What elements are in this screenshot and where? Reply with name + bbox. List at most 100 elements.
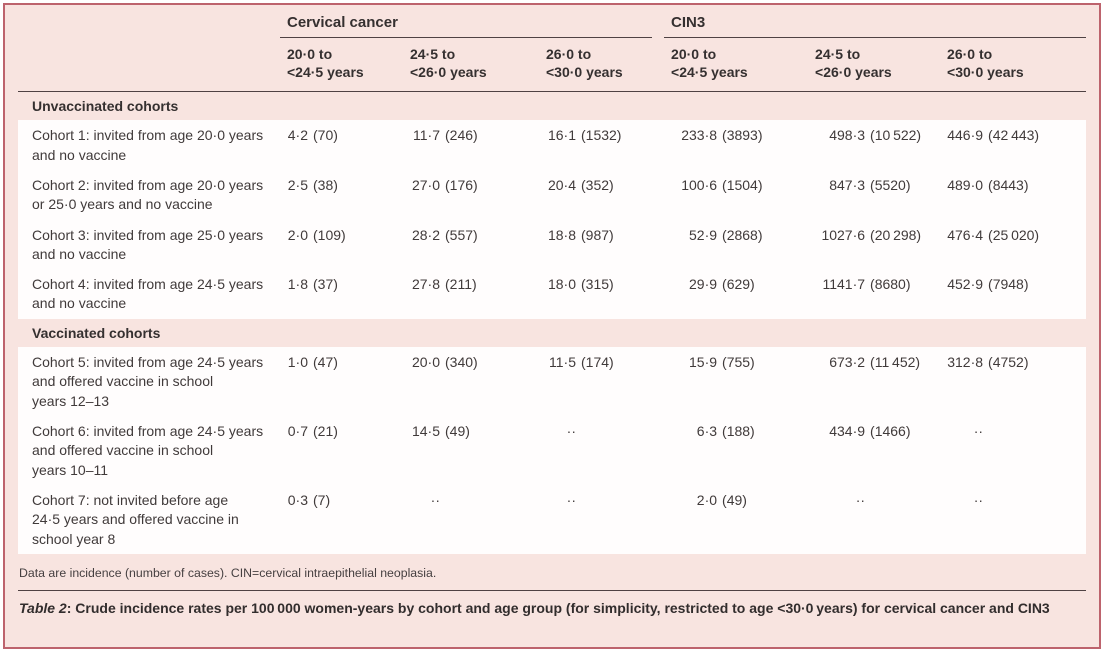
incidence-rate: 434·9 bbox=[829, 423, 866, 439]
case-count: (70) bbox=[313, 127, 338, 144]
value-cell: ·· bbox=[940, 485, 1086, 554]
case-count: (629) bbox=[722, 276, 755, 293]
incidence-rate: ·· bbox=[430, 491, 440, 508]
incidence-rate: ·· bbox=[566, 491, 576, 508]
value-cell: 489·0 (8443) bbox=[940, 170, 1086, 220]
incidence-rate: 20·4 bbox=[547, 176, 576, 193]
value-cell: 14·5 (49) bbox=[403, 416, 539, 485]
cohort-label: Cohort 6: invited from age 24·5 years an… bbox=[32, 423, 264, 478]
cohort-label: Cohort 3: invited from age 25·0 years an… bbox=[32, 226, 264, 262]
age-column-header: 24·5 to <26·0 years bbox=[808, 38, 941, 92]
case-count: (109) bbox=[313, 226, 346, 243]
incidence-rate: 14·5 bbox=[411, 423, 440, 439]
incidence-rate: 11·7 bbox=[413, 127, 440, 144]
value-cell: 1·0 (47) bbox=[280, 347, 403, 416]
value-cell: 100·6 (1504) bbox=[664, 170, 808, 220]
incidence-rate: 233·8 bbox=[681, 127, 718, 144]
value-cell: 20·4 (352) bbox=[539, 170, 664, 220]
case-count: (25 020) bbox=[988, 226, 1040, 243]
incidence-rate: 100·6 bbox=[681, 176, 718, 193]
incidence-rate: 20·0 bbox=[411, 354, 440, 371]
table-caption-text: : Crude incidence rates per 100 000 wome… bbox=[66, 599, 1050, 616]
value-cell: 1·8 (37) bbox=[280, 269, 403, 319]
case-count: (11 452) bbox=[870, 354, 921, 371]
column-group-header-cervical-cancer: Cervical cancer bbox=[280, 5, 664, 38]
incidence-rate: 312·8 bbox=[947, 354, 984, 371]
incidence-rate: 452·9 bbox=[947, 276, 984, 293]
age-column-header: 20·0 to <24·5 years bbox=[280, 38, 403, 92]
incidence-rate: 446·9 bbox=[947, 127, 984, 144]
value-cell: 312·8 (4752) bbox=[940, 347, 1086, 416]
incidence-table: Cervical cancer CIN3 20·0 to <24·5 years… bbox=[18, 5, 1086, 554]
cohort-label: Cohort 5: invited from age 24·5 years an… bbox=[32, 354, 264, 409]
case-count: (755) bbox=[722, 354, 755, 371]
table-caption-number: Table 2 bbox=[19, 599, 67, 616]
value-cell: 18·0 (315) bbox=[539, 269, 664, 319]
case-count: (1504) bbox=[722, 176, 763, 193]
incidence-rate: 2·0 bbox=[287, 226, 308, 243]
incidence-rate: 489·0 bbox=[947, 176, 984, 193]
age-range-label: 24·5 to <26·0 years bbox=[410, 46, 487, 81]
incidence-rate: 498·3 bbox=[829, 127, 866, 144]
incidence-rate: 673·2 bbox=[829, 354, 866, 371]
cohort-label: Cohort 1: invited from age 20·0 years an… bbox=[32, 127, 264, 163]
incidence-rate: 476·4 bbox=[947, 226, 984, 243]
value-cell: 18·8 (987) bbox=[539, 220, 664, 270]
value-cell: 233·8 (3893) bbox=[664, 120, 808, 170]
case-count: (176) bbox=[445, 176, 478, 193]
incidence-rate: 15·9 bbox=[689, 354, 718, 371]
case-count: (8443) bbox=[988, 176, 1029, 193]
value-cell: 0·7 (21) bbox=[280, 416, 403, 485]
incidence-rate: 2·0 bbox=[696, 491, 718, 508]
value-cell: 0·3 (7) bbox=[280, 485, 403, 554]
section-title: Unvaccinated cohorts bbox=[32, 97, 179, 114]
case-count: (211) bbox=[445, 276, 477, 293]
case-count: (315) bbox=[581, 276, 614, 293]
case-count: (47) bbox=[313, 354, 338, 371]
incidence-rate: 1027·6 bbox=[821, 226, 866, 243]
case-count: (1532) bbox=[581, 127, 622, 144]
case-count: (21) bbox=[313, 423, 338, 439]
value-cell: 27·0 (176) bbox=[403, 170, 539, 220]
case-count: (188) bbox=[722, 423, 755, 439]
value-cell: 52·9 (2868) bbox=[664, 220, 808, 270]
case-count: (557) bbox=[445, 226, 478, 243]
value-cell: 476·4 (25 020) bbox=[940, 220, 1086, 270]
value-cell: 4·2 (70) bbox=[280, 120, 403, 170]
table-content-area: Cervical cancer CIN3 20·0 to <24·5 years… bbox=[5, 5, 1099, 626]
table-row: Cohort 3: invited from age 25·0 years an… bbox=[18, 219, 1086, 270]
group-label-cin3: CIN3 bbox=[664, 14, 1086, 38]
value-cell: 446·9 (42 443) bbox=[940, 120, 1086, 170]
age-range-label: 24·5 to <26·0 years bbox=[815, 46, 892, 81]
case-count: (37) bbox=[313, 276, 338, 293]
cohort-label: Cohort 2: invited from age 20·0 years or… bbox=[32, 176, 264, 213]
incidence-rate: ·· bbox=[566, 423, 576, 439]
value-cell: ·· bbox=[940, 416, 1086, 485]
case-count: (246) bbox=[445, 127, 478, 144]
value-cell: 1141·7 (8680) bbox=[808, 269, 940, 319]
case-count: (8680) bbox=[870, 276, 911, 293]
value-cell: 673·2 (11 452) bbox=[808, 347, 940, 416]
case-count: (10 522) bbox=[870, 127, 922, 144]
section-header-row: Vaccinated cohorts bbox=[18, 319, 1086, 347]
case-count: (49) bbox=[722, 491, 747, 508]
incidence-rate: 6·3 bbox=[696, 423, 718, 439]
case-count: (20 298) bbox=[870, 226, 922, 243]
incidence-rate: 16·1 bbox=[547, 127, 576, 144]
age-range-label: 26·0 to <30·0 years bbox=[947, 46, 1024, 81]
case-count: (3893) bbox=[722, 127, 763, 144]
incidence-rate: 1·0 bbox=[287, 354, 308, 371]
value-cell: 29·9 (629) bbox=[664, 269, 808, 319]
age-column-header: 24·5 to <26·0 years bbox=[403, 38, 539, 92]
incidence-rate: 11·5 bbox=[549, 354, 576, 371]
column-group-header-cin3: CIN3 bbox=[664, 5, 1086, 38]
lancet-table-figure: Cervical cancer CIN3 20·0 to <24·5 years… bbox=[3, 3, 1101, 649]
incidence-rate: 0·7 bbox=[287, 423, 308, 439]
value-cell: ·· bbox=[808, 485, 940, 554]
value-cell: 434·9 (1466) bbox=[808, 416, 940, 485]
case-count: (5520) bbox=[870, 176, 911, 193]
incidence-rate: 18·8 bbox=[547, 226, 576, 243]
age-column-header: 26·0 to <30·0 years bbox=[539, 38, 665, 92]
incidence-rate: 52·9 bbox=[689, 226, 718, 243]
cohort-label: Cohort 4: invited from age 24·5 years an… bbox=[32, 276, 264, 312]
